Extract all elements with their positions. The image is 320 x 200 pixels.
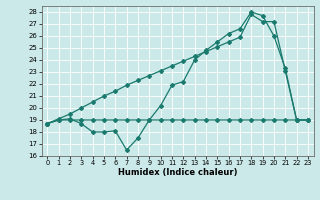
X-axis label: Humidex (Indice chaleur): Humidex (Indice chaleur) bbox=[118, 168, 237, 177]
